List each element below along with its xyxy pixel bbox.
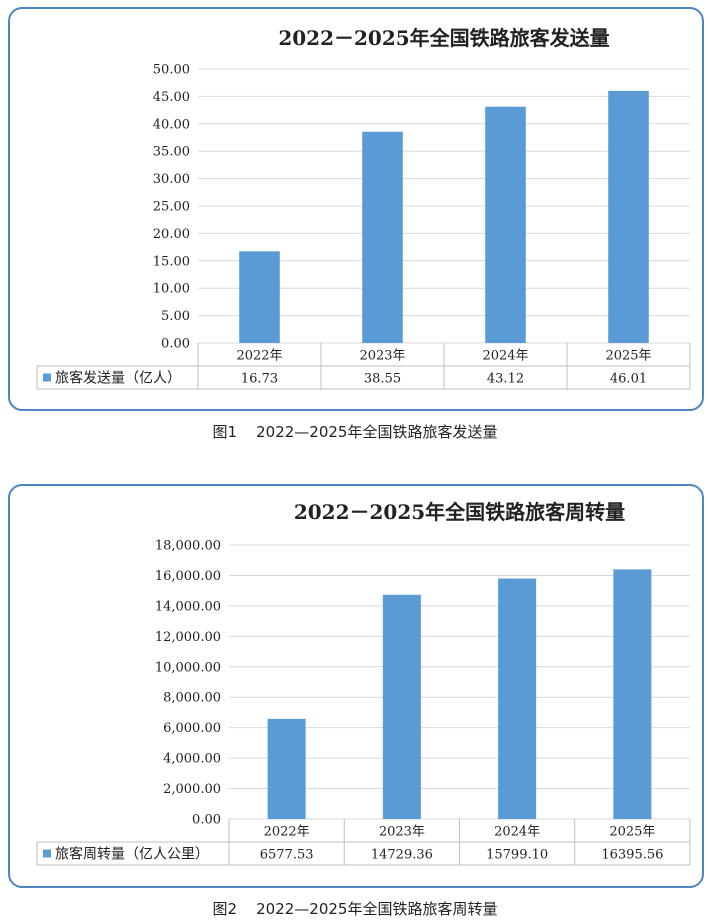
y-tick-label: 25.00 — [153, 200, 190, 215]
x-category-label: 2025年 — [605, 349, 651, 364]
y-tick-label: 0.00 — [192, 813, 221, 828]
legend-swatch — [43, 373, 51, 382]
x-category-label: 2024年 — [482, 349, 528, 364]
chart-panel-passenger-turnover: 2022－2025年全国铁路旅客周转量 0.00 2,000.00 4,000.00 6… — [8, 484, 704, 888]
legend-swatch — [43, 849, 51, 858]
x-category-label: 2022年 — [236, 349, 282, 364]
chart-title: 2022－2025年全国铁路旅客周转量 — [294, 500, 625, 524]
x-category-label: 2023年 — [359, 349, 405, 364]
bar — [613, 569, 652, 819]
y-tick-label: 10.00 — [153, 282, 190, 297]
y-tick-label: 45.00 — [153, 90, 190, 105]
series-name: 旅客发送量（亿人） — [55, 370, 181, 387]
y-tick-label: 2,000.00 — [163, 782, 221, 797]
x-category-label: 2022年 — [264, 825, 310, 840]
y-tick-label: 30.00 — [153, 172, 190, 187]
y-tick-label: 16,000.00 — [155, 569, 221, 584]
bar — [267, 718, 306, 819]
y-tick-label: 8,000.00 — [163, 691, 221, 706]
y-tick-label: 10,000.00 — [155, 660, 221, 675]
series-name: 旅客周转量（亿人公里） — [55, 846, 209, 863]
x-category-label: 2024年 — [494, 825, 540, 840]
figure-number: 图2 — [212, 900, 238, 918]
data-value-label: 14729.36 — [371, 848, 433, 863]
y-tick-label: 0.00 — [161, 337, 190, 352]
y-tick-label: 4,000.00 — [163, 752, 221, 767]
x-category-label: 2023年 — [379, 825, 425, 840]
bar — [608, 90, 649, 343]
data-value-label: 6577.53 — [260, 848, 314, 863]
y-tick-label: 14,000.00 — [155, 599, 221, 614]
y-tick-label: 18,000.00 — [155, 539, 221, 554]
data-value-label: 46.01 — [610, 372, 647, 387]
bar — [239, 251, 280, 343]
bar — [485, 106, 526, 344]
figure-caption-text: 2022—2025年全国铁路旅客周转量 — [256, 900, 498, 918]
y-tick-label: 12,000.00 — [155, 630, 221, 645]
y-tick-label: 50.00 — [153, 63, 190, 78]
chart-title: 2022－2025年全国铁路旅客发送量 — [278, 26, 609, 50]
data-value-label: 16395.56 — [601, 848, 663, 863]
bar — [498, 578, 537, 819]
bar — [362, 131, 403, 343]
y-tick-label: 20.00 — [153, 227, 190, 242]
figure-caption-text: 2022—2025年全国铁路旅客发送量 — [256, 423, 498, 441]
figure-caption-2: 图2 2022—2025年全国铁路旅客周转量 — [0, 898, 710, 919]
bar — [382, 594, 421, 819]
chart-passenger-volume: 2022－2025年全国铁路旅客发送量 0.00 5.00 10.00 15.00 20.… — [36, 26, 691, 390]
figure-caption-1: 图1 2022—2025年全国铁路旅客发送量 — [0, 421, 710, 442]
data-value-label: 16.73 — [241, 372, 278, 387]
data-value-label: 38.55 — [364, 372, 401, 387]
y-tick-label: 5.00 — [161, 309, 190, 324]
chart-passenger-turnover: 2022－2025年全国铁路旅客周转量 0.00 2,000.00 4,000.00 6… — [36, 500, 691, 866]
data-value-label: 15799.10 — [486, 848, 548, 863]
figure-number: 图1 — [212, 423, 238, 441]
data-value-label: 43.12 — [487, 372, 524, 387]
y-tick-label: 35.00 — [153, 145, 190, 160]
y-tick-label: 40.00 — [153, 117, 190, 132]
y-tick-label: 6,000.00 — [163, 721, 221, 736]
x-category-label: 2025年 — [609, 825, 655, 840]
y-tick-label: 15.00 — [153, 254, 190, 269]
chart-panel-passenger-volume: 2022－2025年全国铁路旅客发送量 0.00 5.00 10.00 15.00 20.… — [8, 7, 704, 411]
